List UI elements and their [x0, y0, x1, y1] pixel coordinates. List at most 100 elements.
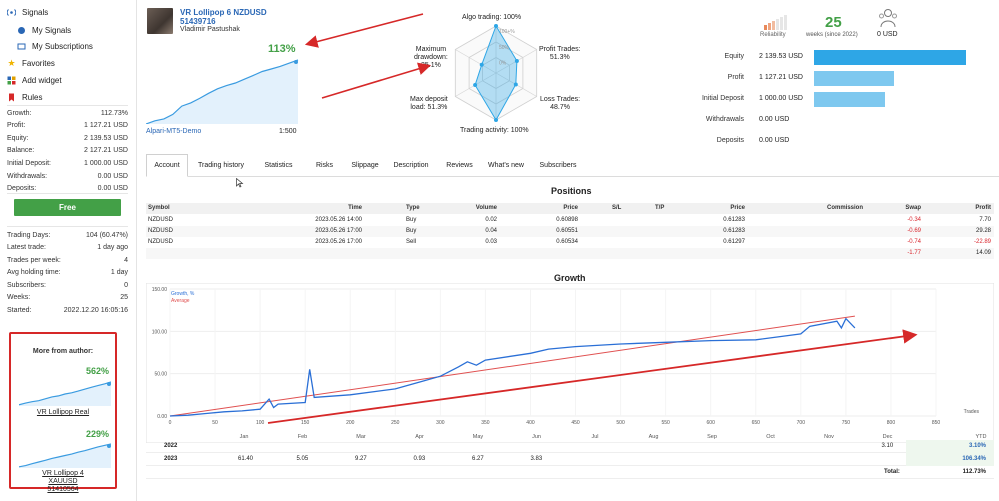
y-tick-label: 100.00 [152, 329, 168, 335]
radar-label-loss-trades-value: 48.7% [550, 104, 570, 111]
x-tick-label: 650 [752, 420, 761, 426]
tab-subscribers[interactable]: Subscribers [539, 162, 577, 169]
column-header: Type [406, 205, 420, 211]
ytd-value: 3.10% [968, 443, 986, 449]
month-return: 6.27 [472, 456, 484, 462]
annotation-arrows [304, 13, 432, 99]
author-signal-2-name[interactable]: VR Lollipop 4 XAUUSD 51410564 [42, 470, 84, 493]
stat-label: Equity: [7, 134, 29, 142]
positions-total-row: -1.77 14.09 [146, 248, 994, 259]
column-header: Price [730, 205, 745, 211]
legend-average: Average [171, 298, 190, 304]
avatar[interactable] [147, 8, 173, 34]
ytd-cell-bg [906, 440, 994, 453]
x-tick-label: 400 [526, 420, 535, 426]
stat-row: Avg holding time: 1 day [7, 267, 128, 279]
stat-label: Avg holding time: [7, 269, 61, 276]
table-cell: NZDUSD [148, 228, 173, 234]
table-cell: 0.61283 [723, 228, 745, 234]
tab-reviews[interactable]: Reviews [446, 162, 473, 169]
table-cell: 0.60534 [556, 239, 578, 245]
free-subscribe-button[interactable]: Free [14, 199, 121, 216]
stat-value: 1 127.21 USD [84, 122, 128, 130]
month-label: Nov [824, 434, 834, 440]
x-tick-label: 100 [256, 420, 265, 426]
total-swap: -1.77 [907, 250, 921, 256]
author-signal-2-sparkline[interactable] [19, 440, 111, 468]
nav-favorites[interactable]: ★ Favorites [7, 56, 55, 70]
year-label: 2022 [164, 443, 178, 449]
stat-row: Trading Days: 104 (60.47%) [7, 229, 128, 241]
nav-signals[interactable]: Signals [7, 5, 48, 19]
stat-value: 1 000.00 USD [84, 159, 128, 167]
nav-favorites-label: Favorites [22, 58, 55, 68]
tab-what-s-new[interactable]: What's new [488, 162, 524, 169]
table-cell: 0.61283 [723, 217, 745, 223]
month-label: Mar [356, 434, 366, 440]
x-tick-label: 150 [301, 420, 310, 426]
mouse-cursor-icon [236, 178, 244, 188]
growth-chart-frame [146, 283, 994, 443]
x-tick-label: 700 [797, 420, 806, 426]
author-signal-1-growth: 562% [86, 366, 110, 376]
nav-signals-label: Signals [22, 7, 49, 17]
radar-label-profit-trades-value: 51.3% [549, 54, 570, 61]
sparkline-line [146, 59, 299, 124]
column-header: Commission [826, 205, 863, 211]
column-header: S/L [612, 205, 622, 211]
reliability-bars-icon [764, 15, 787, 30]
radar-label-profit-trades-name: Profit Trades: [539, 46, 581, 53]
column-header: Swap [905, 205, 921, 211]
nav-add-widget[interactable]: Add widget [7, 73, 62, 87]
weeks-count: 25 [825, 14, 842, 31]
subscribers-icon [879, 9, 897, 28]
table-row[interactable]: NZDUSD 2023.05.26 17:00 Sell 0.03 0.60534 0.6… [146, 237, 994, 248]
radar-label-activity: Trading activity: 100% [460, 127, 529, 134]
widget-icon [7, 76, 16, 85]
table-cell: -0.69 [907, 228, 921, 234]
tab-trading-history[interactable]: Trading history [197, 162, 245, 169]
tab-account[interactable]: Account [146, 154, 188, 177]
author-signal-1-name[interactable]: VR Lollipop Real [36, 409, 90, 416]
tab-statistics[interactable]: Statistics [264, 162, 293, 169]
nav-my-signals[interactable]: My Signals [17, 23, 71, 37]
tab-slippage[interactable]: Slippage [351, 162, 379, 169]
table-row[interactable]: NZDUSD 2023.05.26 14:00 Buy 0.02 0.60898 0.61… [146, 215, 994, 226]
table-cell: 2023.05.26 14:00 [315, 217, 362, 223]
tab-description[interactable]: Description [393, 162, 429, 169]
reliability-label: Reliability [760, 32, 786, 38]
table-cell: -0.74 [907, 239, 921, 245]
sparkline-line [19, 443, 111, 468]
nav-my-signals-label: My Signals [32, 25, 72, 35]
tab-risks[interactable]: Risks [315, 162, 334, 169]
table-cell: 7.70 [979, 217, 991, 223]
stat-value: 1 day [110, 269, 128, 276]
signal-author[interactable]: Vladimir Pastushak [180, 26, 240, 33]
ytd-cell-bg [906, 453, 994, 466]
column-header: Time [348, 205, 362, 211]
metric-value: 0.00 USD [759, 137, 790, 144]
nav-my-subscriptions[interactable]: My Subscriptions [17, 39, 93, 53]
author-signal-1-sparkline[interactable] [19, 378, 111, 406]
stat-value: 0 [124, 281, 128, 289]
month-return: 5.05 [296, 456, 309, 462]
weeks-label: weeks (since 2022) [806, 32, 858, 38]
table-row[interactable]: NZDUSD 2023.05.26 17:00 Buy 0.04 0.60551 0.61… [146, 226, 994, 237]
y-tick-label: 150.00 [152, 287, 168, 293]
month-label: YTD [976, 434, 987, 440]
column-header: Volume [475, 205, 497, 211]
stat-row: Initial Deposit: 1 000.00 USD [7, 157, 128, 169]
stat-label: Initial Deposit: [7, 159, 51, 167]
annotation-arrow-3 [267, 329, 918, 424]
metric-label: Deposits [716, 137, 744, 144]
divider [7, 193, 128, 194]
stat-value: 0.00 USD [97, 172, 128, 180]
month-return: 61.40 [238, 456, 254, 462]
table-cell: Sell [406, 239, 417, 245]
signal-title[interactable]: VR Lollipop 6 NZDUSD [180, 8, 267, 17]
nav-rules[interactable]: Rules [7, 90, 42, 104]
radar-label-drawdown-name-b: drawdown: [414, 54, 448, 61]
year-label: 2023 [164, 456, 178, 462]
broker-name[interactable]: Alpari-MT5-Demo [146, 128, 202, 135]
x-tick-label: 500 [616, 420, 625, 426]
